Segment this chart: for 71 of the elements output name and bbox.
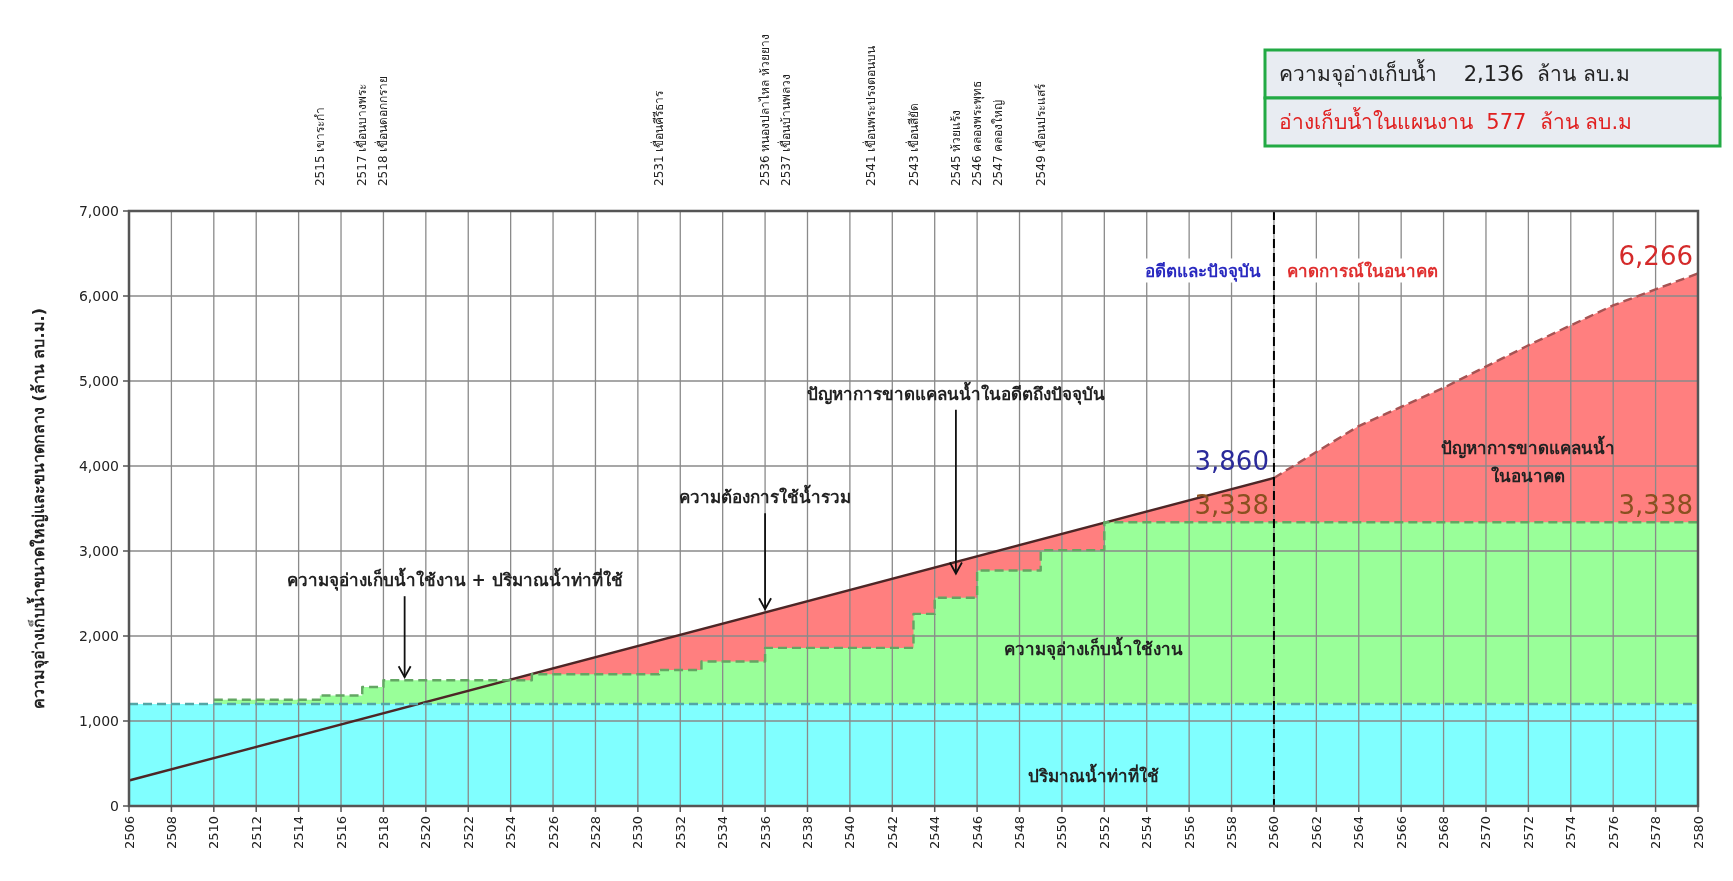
text: 2549 เขื่อนประแสร์: [1031, 82, 1048, 186]
x-tick-label: 2578: [1648, 816, 1664, 850]
annotation: ความต้องการใช้น้ำรวม: [679, 484, 852, 508]
x-tick-label: 2526: [545, 816, 561, 850]
x-tick-label: 2576: [1605, 816, 1621, 850]
x-tick-label: 2572: [1520, 816, 1536, 850]
text: 2515 เขาระกำ: [312, 106, 327, 186]
x-tick-label: 2532: [672, 816, 688, 850]
x-tick-label: 2522: [460, 816, 476, 850]
annotation: ความจุอ่างเก็บน้ำใช้งาน: [1004, 635, 1184, 660]
x-tick-label: 2556: [1181, 816, 1197, 850]
y-tick-label: 0: [110, 798, 119, 814]
x-tick-label: 2520: [418, 816, 434, 850]
text: 2537 เขื่อนบ้านพลวง: [777, 73, 794, 186]
y-tick-label: 7,000: [78, 203, 119, 219]
text: 2541 เขื่อนพระปรงตอนบน: [862, 45, 879, 186]
text: 2546 คลองพระพุทธ: [970, 80, 986, 186]
x-tick-label: 2538: [799, 816, 815, 850]
x-tick-label: 2554: [1139, 816, 1155, 850]
x-tick-label: 2518: [375, 816, 391, 850]
x-tick-label: 2542: [884, 816, 900, 850]
x-tick-label: 2562: [1308, 816, 1324, 850]
text: 2547 คลองใหญ่: [991, 99, 1006, 186]
x-tick-label: 2510: [206, 816, 222, 850]
x-tick-label: 2534: [715, 816, 731, 850]
x-tick-label: 2560: [1266, 816, 1282, 850]
x-tick-label: 2564: [1351, 816, 1367, 850]
y-axis-title: ความจุอ่างเก็บน้ำขนาดใหญ่และขนาดกลาง (ล้าน ลบ.ม.): [25, 308, 49, 709]
x-tick-label: 2536: [757, 816, 773, 850]
text: 2518 เขื่อนดอกกราย: [374, 75, 391, 186]
x-tick-label: 2546: [969, 816, 985, 850]
x-tick-label: 2548: [1012, 816, 1028, 850]
text: 2517 เขื่อนบางพระ: [353, 83, 370, 186]
annotation: ปัญหาการขาดแคลนน้ำ ในอนาคต: [1441, 434, 1616, 486]
y-tick-label: 2,000: [78, 628, 119, 644]
x-tick-label: 2516: [333, 816, 349, 850]
text: อ่างเก็บน้ำในแผนงาน 577 ล้าน ลบ.ม: [1279, 107, 1633, 134]
annotation: อดีตและปัจจุบัน: [1145, 260, 1262, 282]
annotation: ปริมาณน้ำท่าที่ใช้: [1028, 763, 1160, 787]
x-tick-label: 2558: [1224, 816, 1240, 850]
y-tick-label: 6,000: [78, 288, 119, 304]
text: 2536 หนองปลาไหล ห้วยยาง: [758, 33, 773, 186]
x-tick-label: 2540: [842, 816, 858, 850]
x-tick-label: 2566: [1393, 816, 1409, 850]
data-label: 6,266: [1618, 241, 1693, 272]
text: 2545 ห้วยแร้ง: [948, 109, 963, 186]
x-tick-label: 2570: [1478, 816, 1494, 850]
y-tick-label: 1,000: [78, 713, 119, 729]
y-tick-label: 4,000: [78, 458, 119, 474]
x-tick-label: 2528: [587, 816, 603, 850]
x-tick-label: 2552: [1096, 816, 1112, 850]
x-tick-label: 2512: [248, 816, 264, 850]
y-tick-label: 3,000: [78, 543, 119, 559]
text: 2531 เขื่อนคีรีธาร: [650, 89, 667, 186]
x-tick-label: 2544: [927, 816, 943, 850]
x-tick-label: 2506: [121, 816, 137, 850]
x-tick-label: 2550: [1054, 816, 1070, 850]
annotation: คาดการณ์ในอนาคต: [1286, 260, 1438, 281]
x-tick-label: 2514: [291, 816, 307, 850]
text: 2543 เขื่อนสียัด: [904, 102, 921, 186]
y-tick-label: 5,000: [78, 373, 119, 389]
x-tick-label: 2580: [1690, 816, 1706, 850]
annotation: ความจุอ่างเก็บน้ำใช้งาน + ปริมาณน้ำท่าที่ใช้: [286, 567, 623, 592]
x-tick-label: 2524: [503, 816, 519, 850]
x-tick-label: 2508: [163, 816, 179, 850]
x-tick-label: 2530: [630, 816, 646, 850]
annotation: ปัญหาการขาดแคลนน้ำในอดีตถึงปัจจุบัน: [806, 380, 1105, 405]
text: ความจุอ่างเก็บน้ำ 2,136 ล้าน ลบ.ม: [1279, 59, 1630, 87]
x-tick-label: 2574: [1563, 816, 1579, 850]
x-tick-label: 2568: [1436, 816, 1452, 850]
data-label: 3,860: [1194, 445, 1269, 476]
